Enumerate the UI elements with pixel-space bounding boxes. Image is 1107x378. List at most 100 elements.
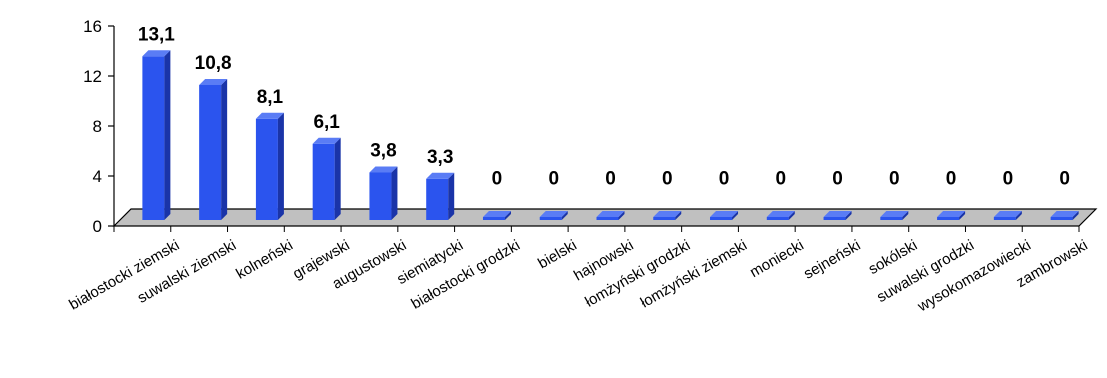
- x-category-label: moniecki: [747, 237, 807, 281]
- data-label: 3,8: [370, 141, 396, 162]
- bar: [369, 166, 398, 220]
- bar-top-face: [482, 211, 511, 217]
- bar: [653, 211, 682, 220]
- x-category-label: łomżyński ziemski: [638, 237, 750, 312]
- data-label: 0: [548, 168, 559, 189]
- data-label: 0: [776, 168, 787, 189]
- data-label: 0: [492, 168, 503, 189]
- bar: [823, 211, 852, 220]
- data-label: 0: [605, 168, 616, 189]
- bar-front-face: [426, 178, 449, 220]
- bar-side-face: [164, 50, 171, 220]
- data-label: 8,1: [257, 87, 284, 108]
- x-category-label: suwalski ziemski: [135, 237, 240, 307]
- bar-side-face: [788, 211, 795, 220]
- y-tick-label: 8: [93, 117, 102, 136]
- bar-top-face: [255, 112, 284, 119]
- bar-front-face: [766, 217, 789, 220]
- bar-front-face: [1050, 217, 1073, 220]
- bar-top-face: [653, 211, 682, 217]
- bar: [710, 211, 739, 220]
- bar-top-face: [823, 211, 852, 217]
- bar-top-face: [426, 172, 455, 179]
- chart-axes: 0 4 8 12 16: [83, 17, 1080, 236]
- bar: [993, 211, 1022, 220]
- bar-top-face: [1050, 211, 1079, 217]
- bar-front-face: [312, 143, 335, 220]
- bar-top-face: [199, 79, 228, 85]
- bar: [596, 211, 625, 220]
- bar: [199, 79, 228, 220]
- data-label: 6,1: [313, 112, 340, 133]
- bar: [937, 211, 966, 220]
- bar: [426, 172, 455, 220]
- bar-side-face: [959, 211, 966, 220]
- bar-top-face: [596, 211, 625, 217]
- y-tick-label: 16: [83, 17, 102, 36]
- bar: [880, 211, 909, 220]
- bar-front-face: [199, 85, 222, 220]
- bar: [255, 112, 284, 220]
- bar-side-face: [618, 211, 625, 220]
- data-label: 0: [889, 168, 900, 189]
- bar-top-face: [766, 211, 795, 217]
- bar-top-face: [937, 211, 966, 217]
- bar-top-face: [369, 166, 398, 173]
- bar-front-face: [710, 217, 733, 220]
- x-category-label: bielski: [535, 237, 580, 273]
- y-tick-label: 0: [93, 217, 102, 236]
- bar: [142, 50, 171, 220]
- bar-side-face: [277, 112, 284, 220]
- bar-side-face: [1015, 211, 1022, 220]
- bar: [539, 211, 568, 220]
- data-label: 0: [662, 168, 673, 189]
- bar-front-face: [482, 217, 505, 220]
- data-label: 0: [946, 168, 957, 189]
- bar-top-face: [539, 211, 568, 217]
- bar-top-face: [993, 211, 1022, 217]
- bar-side-face: [391, 166, 398, 220]
- bar-top-face: [312, 137, 341, 144]
- bar-top-face: [710, 211, 739, 217]
- y-tick-label: 4: [93, 167, 102, 186]
- bar-front-face: [142, 56, 165, 220]
- chart-data-labels: 13,1 10,8 8,1 6,1 3,8 3,3 0 0 0 0 0 0 0 0 0 0 0: [138, 24, 1070, 189]
- bar-front-face: [937, 217, 960, 220]
- bar-front-face: [880, 217, 903, 220]
- bar-side-face: [675, 211, 682, 220]
- bar-side-face: [561, 211, 568, 220]
- data-label: 0: [719, 168, 730, 189]
- chart-bars: [142, 50, 1079, 220]
- bar-side-face: [221, 79, 228, 220]
- bar-front-face: [993, 217, 1016, 220]
- bar-side-face: [732, 211, 739, 220]
- data-label: 0: [832, 168, 843, 189]
- bar: [312, 137, 341, 220]
- bar-side-face: [334, 137, 341, 220]
- bar-front-face: [596, 217, 619, 220]
- bar-side-face: [448, 172, 455, 220]
- bar-top-face: [142, 50, 171, 57]
- bar-top-face: [880, 211, 909, 217]
- data-label: 3,3: [427, 147, 453, 168]
- data-label: 10,8: [195, 53, 232, 74]
- bar-front-face: [255, 118, 278, 220]
- bar: [766, 211, 795, 220]
- bar-front-face: [369, 172, 392, 220]
- x-category-label: sejneński: [801, 237, 864, 283]
- bar-side-face: [845, 211, 852, 220]
- bar-side-face: [504, 211, 511, 220]
- bar-side-face: [1072, 211, 1079, 220]
- data-label: 0: [1059, 168, 1070, 189]
- data-label: 13,1: [138, 24, 175, 45]
- data-label: 0: [1003, 168, 1014, 189]
- y-tick-label: 12: [83, 67, 102, 86]
- bar: [1050, 211, 1079, 220]
- bar-front-face: [653, 217, 676, 220]
- bar-front-face: [539, 217, 562, 220]
- x-category-label: kolneński: [233, 237, 296, 283]
- bar: [482, 211, 511, 220]
- bar-side-face: [902, 211, 909, 220]
